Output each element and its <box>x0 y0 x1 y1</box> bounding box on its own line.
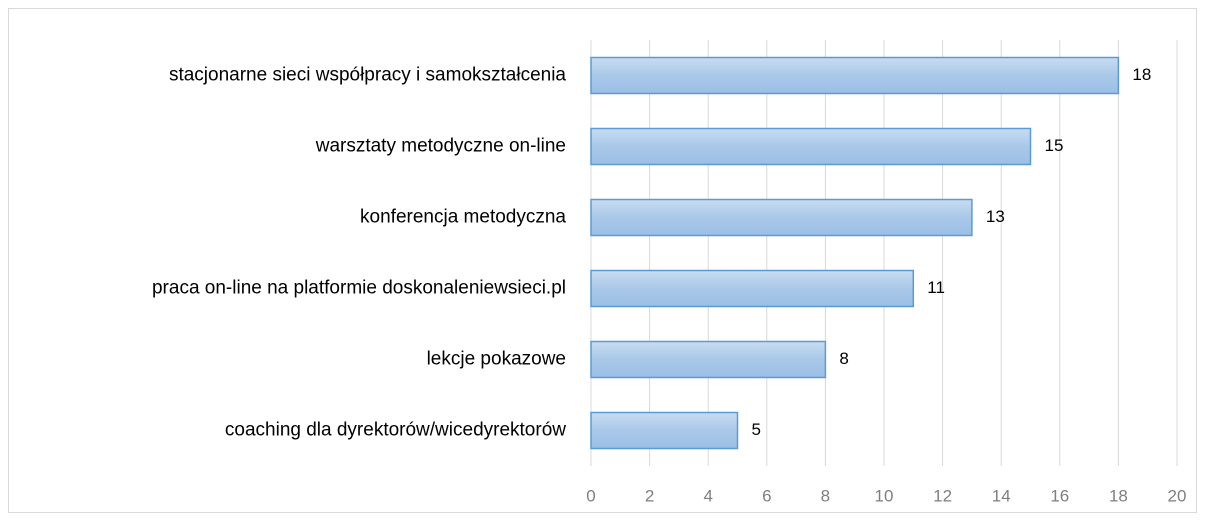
x-tick-label: 10 <box>875 486 894 505</box>
bar <box>590 56 1120 95</box>
y-tick-label: konferencja metodyczna <box>360 207 566 228</box>
bar <box>590 411 739 450</box>
y-tick-label: stacjonarne sieci współpracy i samokszta… <box>169 65 566 86</box>
x-tick-label: 20 <box>1168 486 1187 505</box>
data-label: 13 <box>986 207 1005 226</box>
bar <box>590 198 973 237</box>
y-tick-label: lekcje pokazowe <box>427 349 566 370</box>
y-tick-label: praca on-line na platformie doskonalenie… <box>152 278 566 299</box>
data-label: 8 <box>839 349 848 368</box>
x-tick-label: 12 <box>933 486 952 505</box>
data-label: 18 <box>1132 65 1151 84</box>
x-tick-label: 8 <box>821 486 830 505</box>
x-tick-label: 16 <box>1050 486 1069 505</box>
data-label: 15 <box>1045 136 1064 155</box>
data-label: 11 <box>927 278 945 297</box>
y-tick-label: warsztaty metodyczne on-line <box>315 136 566 157</box>
x-tick-label: 14 <box>992 486 1011 505</box>
bar <box>590 269 915 308</box>
bar <box>590 340 827 379</box>
x-tick-label: 18 <box>1109 486 1128 505</box>
y-tick-label: coaching dla dyrektorów/wicedyrektorów <box>225 420 566 441</box>
bar <box>590 127 1032 166</box>
x-tick-label: 2 <box>645 486 654 505</box>
x-tick-label: 4 <box>703 486 712 505</box>
data-label: 5 <box>752 420 761 439</box>
x-tick-label: 6 <box>762 486 771 505</box>
x-tick-label: 0 <box>586 486 595 505</box>
